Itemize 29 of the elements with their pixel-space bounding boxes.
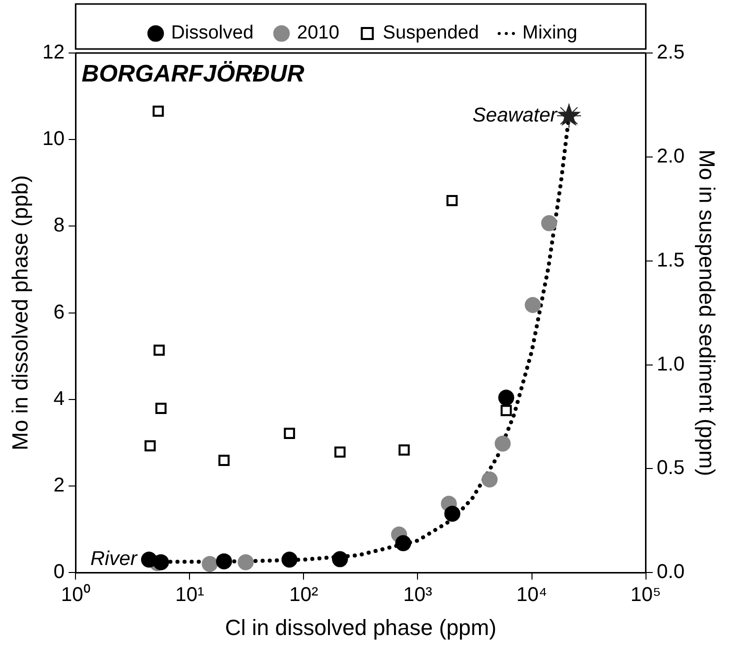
y2-tick-label: 2.5 [656, 42, 685, 64]
y2-tick-label: 2.0 [656, 145, 685, 168]
legend-label: Mixing [522, 22, 578, 44]
x-tick-label: 10³ [403, 584, 433, 606]
x-axis-title: Cl in dissolved phase (ppm) [224, 614, 496, 640]
x-tick-label: 10² [289, 584, 318, 606]
chart-title: BORGARFJÖRÐUR [82, 60, 305, 88]
annotation: Seawater [472, 104, 558, 126]
x-tick-label: 10⁴ [516, 584, 548, 606]
y-axis-title: Mo in dissolved phase (ppb) [7, 175, 32, 450]
y-tick-label: 6 [54, 301, 65, 324]
y2-tick-label: 1.5 [656, 249, 685, 272]
y-tick-label: 12 [42, 42, 65, 64]
y2-tick-label: 0.0 [656, 561, 685, 584]
x-tick-label: 10¹ [175, 584, 204, 606]
y-tick-label: 4 [54, 388, 65, 410]
x-tick-label: 10⁰ [61, 583, 90, 606]
y-tick-label: 10 [42, 128, 65, 150]
y2-tick-label: 1.0 [656, 353, 685, 376]
annotation: River [90, 548, 138, 570]
y-tick-label: 2 [54, 474, 65, 497]
y-tick-label: 0 [54, 561, 65, 584]
y-tick-label: 8 [54, 214, 65, 237]
x-tick-label: 10⁵ [630, 584, 662, 606]
legend-label: Suspended [382, 22, 479, 44]
legend-label: Dissolved [171, 22, 254, 44]
y2-axis-title: Mo in suspended sediment (ppm) [694, 150, 720, 476]
legend-label: 2010 [297, 22, 340, 44]
y2-tick-label: 0.5 [656, 457, 685, 480]
